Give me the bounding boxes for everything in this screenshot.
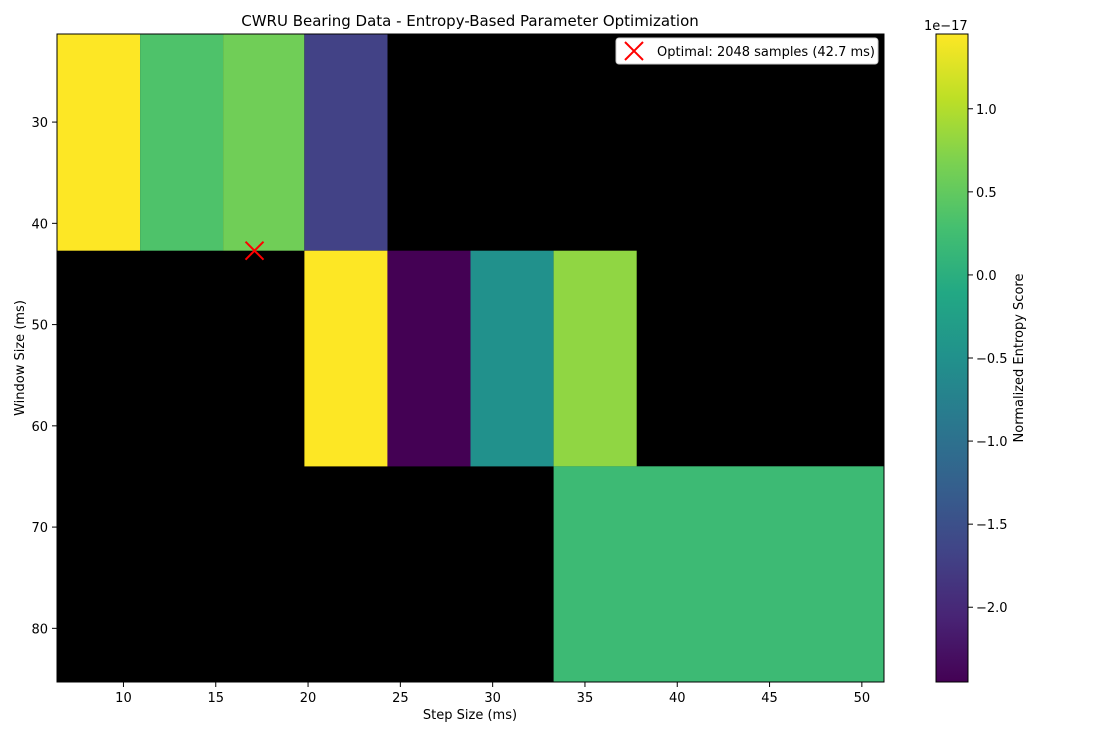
x-tick-label: 25	[392, 691, 409, 706]
heatmap-cell-7	[470, 250, 554, 467]
x-tick-label: 15	[207, 691, 224, 706]
x-tick-label: 45	[761, 691, 778, 706]
x-axis-label: Step Size (ms)	[423, 708, 517, 723]
x-tick-label: 20	[300, 691, 317, 706]
optimal-point-marker	[244, 240, 265, 261]
heatmap-cell-4	[304, 34, 388, 251]
colorbar-multiplier: 1e−17	[924, 19, 968, 34]
colorbar-label: Normalized Entropy Score	[1012, 274, 1027, 443]
legend-label: Optimal: 2048 samples (42.7 ms)	[657, 45, 875, 60]
y-tick-label: 30	[31, 116, 48, 131]
chart-title: CWRU Bearing Data - Entropy-Based Parame…	[241, 12, 699, 30]
y-tick-label: 40	[31, 217, 48, 232]
colorbar-tick-label: 0.0	[976, 269, 997, 284]
legend: Optimal: 2048 samples (42.7 ms)	[615, 37, 879, 65]
x-tick-label: 10	[115, 691, 132, 706]
heatmap-cell-3	[223, 34, 305, 251]
x-axis-ticks: 10 15 20 25 30 35 40 45 50	[115, 682, 870, 706]
heatmap-cell-9	[553, 466, 884, 682]
heatmap-cell-2	[140, 34, 224, 251]
colorbar-tick-label: 1.0	[976, 103, 997, 118]
y-tick-label: 50	[31, 319, 48, 334]
x-tick-label: 35	[577, 691, 594, 706]
colorbar-ticks: 1.0 0.5 0.0 −0.5 −1.0 −1.5 −2.0	[968, 103, 1008, 616]
colorbar-tick-label: 0.5	[976, 186, 997, 201]
colorbar-tick-label: −1.5	[976, 518, 1008, 533]
heatmap-cell-1	[57, 34, 141, 251]
heatmap-cells	[57, 34, 884, 682]
y-tick-label: 80	[31, 622, 48, 637]
colorbar	[935, 33, 969, 683]
x-tick-label: 30	[484, 691, 501, 706]
y-tick-label: 60	[31, 420, 48, 435]
x-tick-label: 40	[669, 691, 686, 706]
y-axis-label: Window Size (ms)	[13, 300, 28, 416]
colorbar-tick-label: −2.0	[976, 601, 1008, 616]
colorbar-tick-label: −0.5	[976, 352, 1008, 367]
colorbar-tick-label: −1.0	[976, 435, 1008, 450]
heatmap-cell-6	[387, 250, 471, 467]
x-tick-label: 50	[854, 691, 871, 706]
optimal-marker-layer	[244, 240, 265, 261]
x-marker-icon	[624, 41, 644, 61]
y-tick-label: 70	[31, 521, 48, 536]
heatmap-cell-5	[304, 250, 388, 467]
y-axis-ticks: 30 40 50 60 70 80	[31, 116, 57, 637]
legend-box	[615, 37, 879, 65]
plot-frame	[56, 33, 885, 683]
heatmap-cell-8	[553, 250, 637, 467]
